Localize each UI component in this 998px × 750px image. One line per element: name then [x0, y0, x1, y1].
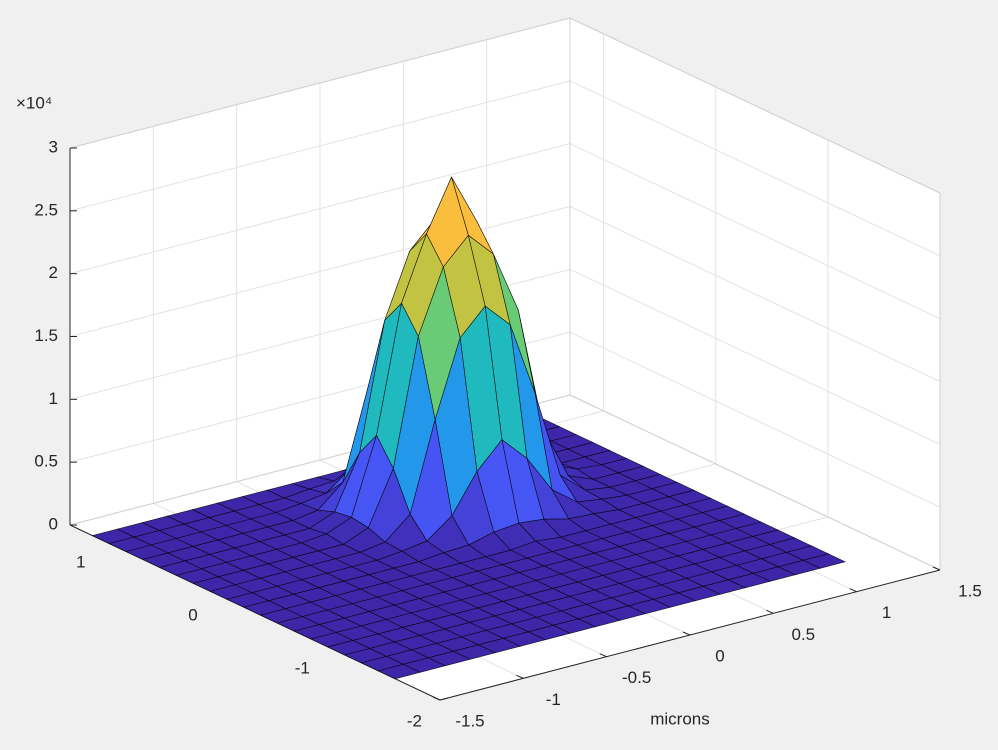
grid-line	[569, 331, 941, 508]
grid-line	[569, 80, 941, 257]
x-tick	[682, 631, 691, 636]
z-multiplier: ×10⁴	[16, 93, 52, 112]
x-tick	[599, 653, 607, 658]
grid-line	[69, 206, 571, 337]
box-edge	[69, 17, 571, 149]
y-tick	[439, 697, 449, 701]
z-tick-label: 1.5	[34, 326, 58, 345]
grid-line	[569, 206, 941, 382]
z-tick-label: 0	[49, 514, 58, 533]
x-tick-label: -1.5	[455, 711, 484, 730]
z-tick-label: 2.5	[34, 200, 58, 219]
z-tick-label: 0.5	[34, 452, 58, 471]
surface-patch	[377, 664, 422, 680]
box-edge	[569, 17, 941, 194]
x-tick	[849, 588, 857, 593]
x-tick-label: 1	[882, 603, 891, 622]
y-tick-label: -1	[295, 658, 310, 677]
y-tick-label: 0	[188, 605, 197, 624]
grid-line	[69, 143, 571, 275]
x-tick-label: -0.5	[622, 668, 651, 687]
grid-line	[69, 80, 571, 212]
z-tick-label: 2	[49, 263, 58, 282]
x-axis-label: microns	[650, 709, 710, 728]
y-tick-label: 1	[76, 552, 85, 571]
z-tick-label: 3	[49, 137, 58, 156]
y-tick-label: -2	[407, 711, 422, 730]
z-tick-label: 1	[49, 389, 58, 408]
x-tick-label: 0	[715, 646, 724, 665]
grid-line	[569, 268, 941, 445]
x-tick	[432, 696, 441, 701]
x-tick-label: 1.5	[958, 581, 982, 600]
x-tick-label: -1	[546, 690, 561, 709]
x-tick	[516, 674, 524, 679]
x-tick	[766, 609, 774, 614]
box-edge	[569, 394, 941, 571]
x-tick-label: 0.5	[792, 625, 816, 644]
grid-line	[569, 143, 941, 320]
x-tick	[932, 566, 941, 571]
